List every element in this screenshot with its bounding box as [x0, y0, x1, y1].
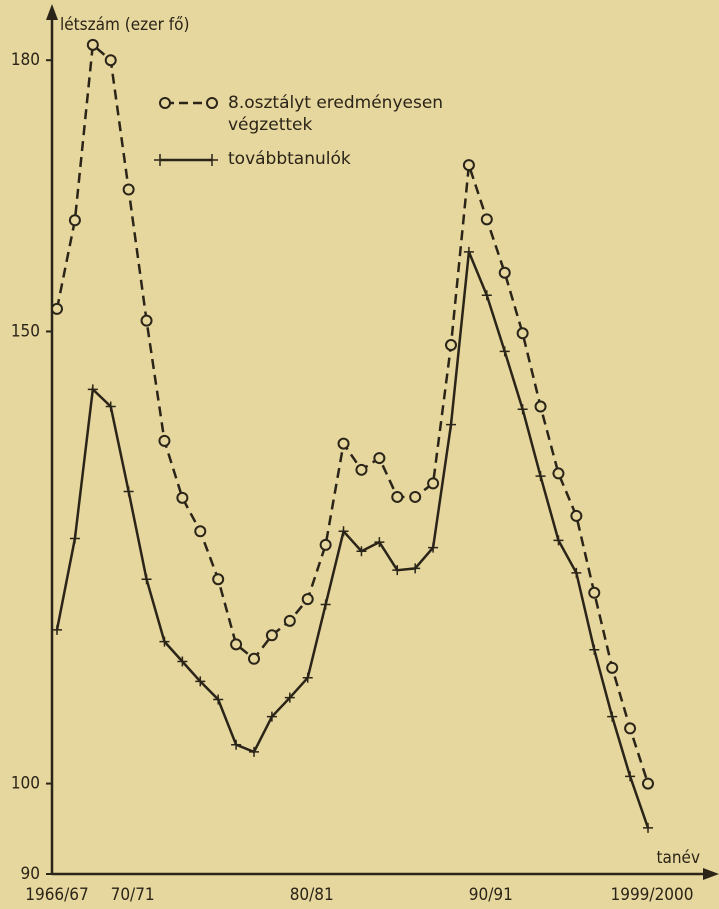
- point: [230, 638, 243, 651]
- legend-marker: [154, 154, 218, 166]
- point: [283, 614, 296, 627]
- point: [248, 652, 260, 665]
- point: [553, 535, 564, 546]
- point: [624, 722, 637, 735]
- legend-samples: [154, 97, 218, 166]
- point: [607, 711, 618, 722]
- point: [588, 586, 601, 599]
- point: [606, 661, 619, 674]
- point: [302, 672, 313, 683]
- point: [87, 384, 98, 395]
- point: [356, 546, 367, 557]
- x-axis-label: tanév: [656, 848, 700, 868]
- point: [284, 692, 295, 703]
- point: [266, 711, 277, 722]
- point: [589, 644, 600, 655]
- point: [517, 404, 528, 415]
- x-tick-label: 70/71: [111, 885, 155, 905]
- point: [104, 54, 117, 67]
- point: [570, 509, 583, 522]
- point: [320, 599, 331, 610]
- point: [265, 629, 278, 642]
- point: [140, 314, 153, 327]
- point: [69, 533, 80, 544]
- point: [337, 437, 350, 450]
- point: [534, 400, 547, 413]
- point: [391, 490, 404, 503]
- y-tick-label: 90: [21, 864, 40, 884]
- point: [177, 656, 188, 667]
- x-tick-label: 90/91: [469, 885, 513, 905]
- point: [516, 327, 529, 340]
- y-arrow: [46, 4, 58, 20]
- point: [355, 463, 368, 476]
- series-line: [55, 251, 650, 829]
- point: [428, 542, 439, 553]
- point: [410, 563, 421, 574]
- point: [445, 339, 457, 352]
- point: [409, 490, 422, 503]
- point: [249, 746, 259, 757]
- point: [552, 467, 565, 480]
- point: [141, 574, 152, 585]
- point: [86, 38, 99, 51]
- point: [427, 477, 440, 490]
- series-line: [55, 42, 650, 784]
- point: [195, 676, 206, 687]
- point: [213, 694, 224, 705]
- legend-entry: 8.osztályt eredményesen végzettek: [228, 93, 444, 135]
- x-arrow: [703, 868, 719, 880]
- point: [446, 419, 456, 430]
- y-tick-label: 180: [11, 50, 40, 70]
- point: [498, 266, 511, 279]
- y-tick-label: 100: [11, 774, 40, 794]
- y-tick-label: 150: [11, 321, 40, 341]
- point: [499, 346, 510, 357]
- point: [625, 771, 636, 782]
- point: [123, 486, 134, 497]
- point: [301, 593, 314, 606]
- point: [158, 434, 171, 447]
- point: [194, 525, 207, 538]
- point: [462, 159, 475, 172]
- x-tick-label: 1999/2000: [611, 885, 694, 905]
- point: [319, 538, 332, 551]
- point: [231, 739, 242, 750]
- point: [643, 822, 653, 833]
- x-tick-label: 1966/67: [25, 885, 89, 905]
- point: [338, 526, 349, 537]
- legend-entry: továbbtanulók: [228, 149, 351, 169]
- point: [51, 302, 63, 315]
- x-tick-label: 80/81: [290, 885, 334, 905]
- point: [571, 567, 582, 578]
- point: [373, 452, 386, 465]
- point: [122, 183, 135, 196]
- point: [52, 624, 62, 635]
- point: [463, 246, 474, 257]
- point: [68, 214, 81, 227]
- point: [535, 471, 546, 482]
- point: [159, 636, 170, 647]
- point: [176, 491, 189, 504]
- point: [392, 565, 403, 576]
- point: [374, 537, 385, 548]
- legend-marker: [159, 97, 171, 109]
- point: [481, 290, 492, 301]
- point: [642, 777, 654, 790]
- point: [105, 401, 116, 412]
- point: [480, 213, 493, 226]
- point: [212, 573, 225, 586]
- y-axis-label: létszám (ezer fő): [60, 15, 189, 35]
- legend-marker: [206, 97, 218, 109]
